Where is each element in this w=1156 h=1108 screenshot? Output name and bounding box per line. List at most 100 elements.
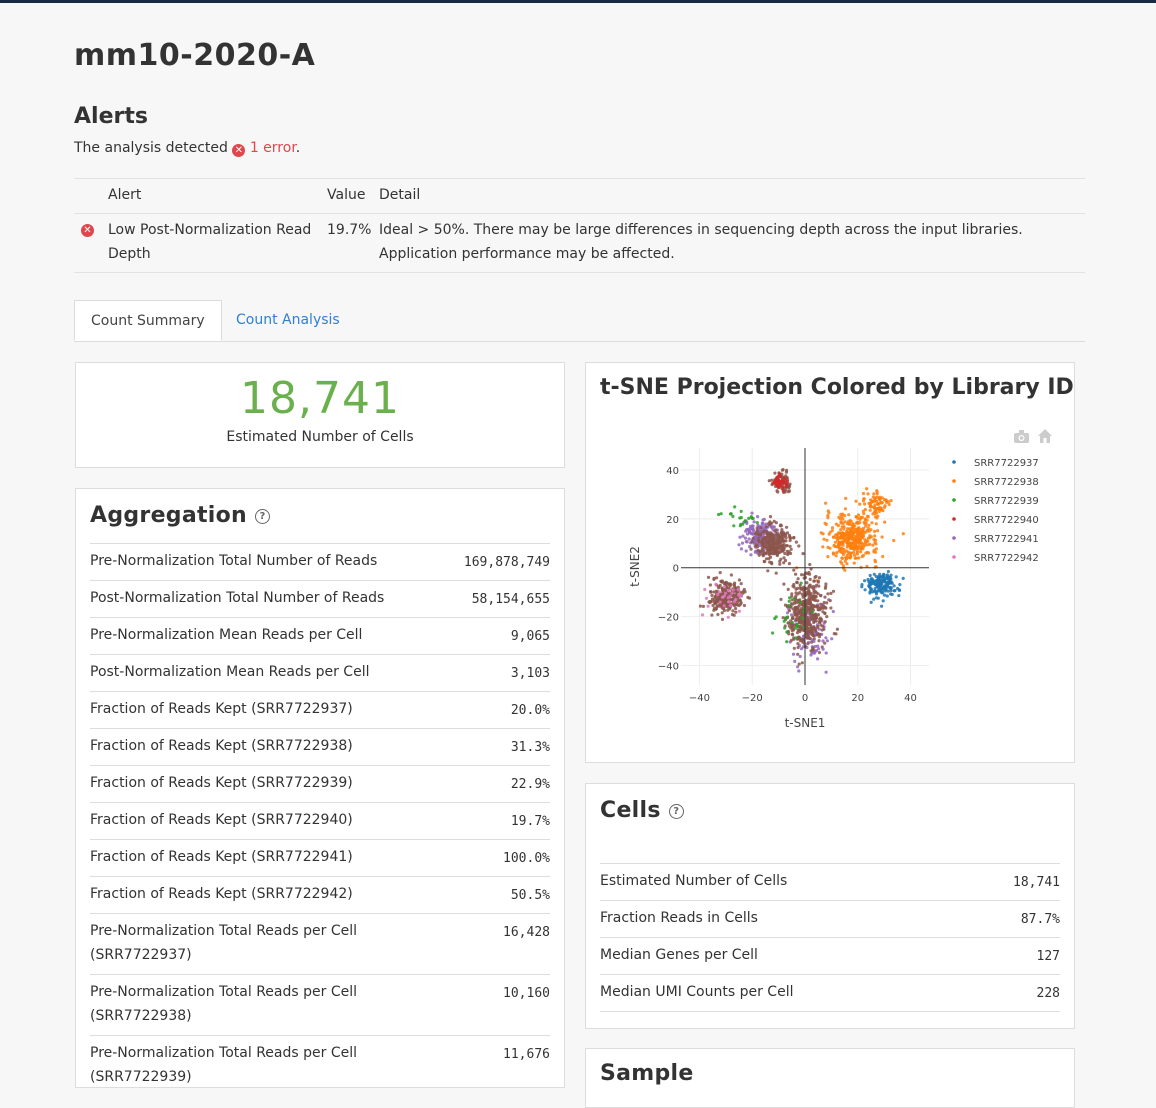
data-point <box>794 636 798 640</box>
data-point <box>794 618 798 622</box>
data-point <box>868 534 872 538</box>
data-point <box>759 526 763 530</box>
data-point <box>724 591 728 595</box>
data-point <box>874 590 878 594</box>
data-point <box>849 554 853 559</box>
data-point <box>857 527 861 531</box>
home-icon[interactable] <box>1038 429 1052 443</box>
y-tick-label: 40 <box>666 466 679 477</box>
data-point <box>750 524 755 528</box>
data-point <box>744 549 748 553</box>
data-point <box>798 600 802 604</box>
data-point <box>861 534 865 538</box>
data-point <box>854 539 858 543</box>
data-point <box>783 616 787 620</box>
data-point <box>759 532 763 536</box>
data-point <box>733 581 737 585</box>
metric-label: Fraction of Reads Kept (SRR7722938) <box>90 738 353 754</box>
data-point <box>828 546 832 550</box>
data-point <box>791 626 795 630</box>
data-point <box>840 561 844 565</box>
metric-label: Fraction of Reads Kept (SRR7722937) <box>90 701 353 717</box>
data-point <box>885 577 889 581</box>
data-point <box>814 648 819 653</box>
data-point <box>800 603 804 607</box>
tsne-card: t-SNE Projection Colored by Library ID −… <box>585 362 1075 763</box>
metric-value: 50.5% <box>510 888 550 903</box>
data-point <box>795 580 799 584</box>
data-point <box>828 530 832 534</box>
data-point <box>708 583 712 587</box>
data-point <box>718 600 722 604</box>
help-icon[interactable]: ? <box>255 508 271 524</box>
data-point <box>797 604 801 608</box>
data-point <box>796 665 800 669</box>
data-point <box>863 517 867 521</box>
data-point <box>821 545 825 549</box>
data-point <box>816 657 820 661</box>
data-point <box>860 515 864 519</box>
data-point <box>798 639 802 643</box>
camera-icon[interactable] <box>1014 430 1029 443</box>
data-point <box>868 582 872 586</box>
data-point <box>762 559 766 563</box>
data-point <box>761 530 765 534</box>
data-point <box>811 618 815 622</box>
aggregation-title-text: Aggregation <box>90 503 248 528</box>
data-point <box>782 582 786 586</box>
data-point <box>845 562 849 566</box>
data-point <box>821 624 825 628</box>
alert-column-header: Alert <box>108 187 142 203</box>
metric-label: Pre-Normalization Total Reads per Cell <box>90 984 357 1000</box>
data-point <box>751 516 755 521</box>
data-point <box>787 609 791 613</box>
data-point <box>852 547 857 552</box>
error-count-link[interactable]: 1 error <box>249 140 296 156</box>
metric-value: 19.7% <box>510 814 550 829</box>
data-point <box>704 596 709 600</box>
data-point <box>741 534 745 538</box>
data-point <box>787 533 791 537</box>
data-point <box>858 502 862 506</box>
data-point <box>796 642 800 646</box>
data-point <box>889 586 893 590</box>
table-row: Pre-Normalization Mean Reads per Cell 9,0… <box>90 617 550 654</box>
data-point <box>747 516 751 520</box>
data-point <box>780 532 785 536</box>
data-point <box>817 650 821 655</box>
data-point <box>773 616 777 621</box>
data-point <box>771 547 775 552</box>
data-point <box>764 522 768 526</box>
data-point <box>773 481 777 486</box>
tsne-plot[interactable]: −40 −20 0 20 40 40 20 0 −20 −40 SRR7722937 SRR7722… <box>586 423 1074 753</box>
data-point <box>798 654 802 659</box>
data-point <box>740 541 745 545</box>
data-point <box>859 550 863 554</box>
tab-count-analysis[interactable]: Count Analysis <box>236 312 340 328</box>
data-point <box>718 583 722 587</box>
data-point <box>746 595 750 599</box>
data-point <box>789 638 793 642</box>
data-point <box>889 592 893 596</box>
table-row: Median UMI Counts per Cell 228 <box>600 974 1060 1011</box>
metric-value: 58,154,655 <box>471 592 550 607</box>
data-point <box>786 621 790 625</box>
data-point <box>855 527 859 531</box>
help-icon[interactable]: ? <box>668 803 684 819</box>
tab-count-summary[interactable]: Count Summary <box>74 300 222 341</box>
data-point <box>901 576 905 580</box>
data-point <box>818 606 822 610</box>
data-point <box>829 606 833 610</box>
data-point <box>775 489 779 493</box>
data-point <box>739 509 743 513</box>
data-point <box>814 595 818 599</box>
y-tick-label: 20 <box>666 515 679 526</box>
data-point <box>824 501 828 505</box>
metric-label: Post-Normalization Total Number of Reads <box>90 590 385 606</box>
data-point <box>836 544 840 548</box>
data-point <box>759 549 763 553</box>
data-point <box>823 521 827 525</box>
data-point <box>826 516 830 520</box>
data-point <box>744 540 748 544</box>
data-point <box>807 591 811 595</box>
